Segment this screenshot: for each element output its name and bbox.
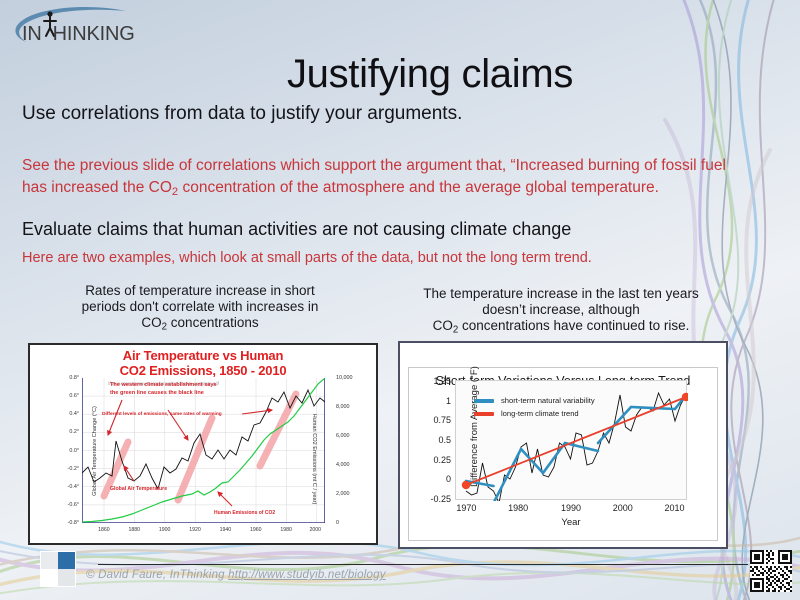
right-chart-ytick: 0.25 [433, 454, 451, 465]
left-chart-xtick: 1940 [219, 527, 232, 533]
caption-left-sub: 2 [161, 321, 168, 333]
left-figure-caption: Rates of temperature increase in short p… [30, 283, 370, 335]
right-chart-ytick: 1.25 [433, 376, 451, 386]
left-chart-ytick: 0.8° [69, 375, 79, 381]
footer-logo-square-2 [58, 552, 75, 569]
annotation-text: The western climate establishment says [110, 382, 217, 388]
right-chart-ytick: 0 [445, 474, 451, 485]
right-chart-ytick: 0.75 [433, 415, 451, 426]
left-chart-y2tick: 10,000 [336, 375, 353, 381]
logo-swoosh-icon [15, 6, 127, 43]
legend-label-long-term: long-term climate trend [501, 409, 579, 418]
logo-text-in: IN [22, 23, 42, 45]
footer-divider [98, 564, 748, 565]
left-chart-y2tick: 4,000 [336, 462, 350, 468]
left-chart-ytick: 0.2° [69, 429, 79, 436]
right-chart-xtick: 1980 [508, 503, 529, 513]
logo-wordmark: IN HINKING [22, 23, 135, 46]
left-chart-ytick: 0.0° [69, 447, 79, 454]
left-chart-ylabel: Global Air Temperature Change (°C) [92, 406, 98, 496]
legend-label-short-term: short-term natural variability [501, 396, 595, 405]
left-chart-ytick: 0.4° [69, 411, 79, 418]
left-chart-y2tick: 2,000 [336, 491, 350, 497]
left-chart-xtick: 1960 [249, 527, 262, 533]
qr-code-icon[interactable] [750, 550, 792, 592]
left-chart-ytick: 0.6° [69, 393, 79, 400]
left-chart-svg [81, 377, 326, 524]
footer-credit: © David Faure, InThinking http://www.stu… [86, 569, 386, 581]
right-chart-xtick: 1990 [560, 503, 582, 513]
right-chart-figure: Short-term Variations Versus Long-term T… [398, 341, 728, 549]
right-chart-ytick: 0.5 [438, 435, 451, 445]
caption-right-line3-pre: CO [432, 318, 453, 333]
right-chart-inner-frame: Short-term Variations Versus Long-term T… [408, 366, 718, 541]
footer-logo-mark [40, 551, 76, 587]
left-chart-xtick: 1880 [128, 527, 141, 533]
evaluate-heading: Evaluate claims that human activities ar… [22, 219, 572, 239]
caption-left-line3-pre: CO [141, 315, 162, 330]
right-chart-ytick: 1 [445, 395, 451, 406]
footer-logo-square-3 [41, 569, 58, 586]
left-chart-y2label: Human CO2 Emissions (mt C / year) [311, 413, 317, 505]
right-chart-plot-area: Difference from Average (°F) Year 1.25 1… [430, 366, 688, 528]
legend-swatch-long-term [474, 412, 494, 416]
footer-credit-text: © David Faure, InThinking [86, 569, 225, 581]
caption-right-line2: doesn’t increase, although [482, 302, 640, 317]
left-chart-xtick: 1900 [158, 527, 171, 533]
intro-red-part2: concentration of the atmosphere and the … [178, 179, 659, 196]
left-chart-title-line2: CO2 Emissions, 1850 - 2010 [119, 363, 287, 378]
footer-logo-square-4 [58, 569, 75, 586]
caption-right-line1: The temperature increase in the last ten… [423, 286, 699, 301]
left-chart-y2tick: 8,000 [336, 404, 350, 410]
footer-logo-square-1 [41, 552, 58, 569]
left-chart-title-line1: Air Temperature vs Human [122, 348, 284, 363]
intro-statement: Use correlations from data to justify yo… [22, 103, 463, 124]
left-chart-xtick: 1860 [98, 527, 110, 533]
left-chart-xtick: 2000 [309, 527, 322, 533]
caption-right-line3-post: concentrations have continued to rise. [458, 318, 690, 333]
examples-note: Here are two examples, which look at sma… [22, 250, 592, 266]
legend-swatch-short-term [474, 399, 494, 403]
right-figure-caption: The temperature increase in the last ten… [398, 286, 724, 338]
left-chart-title: Air Temperature vs Human CO2 Emissions, … [30, 348, 376, 378]
right-chart-xtick: 2010 [664, 503, 685, 513]
right-chart-xlabel: Year [561, 517, 581, 528]
caption-left-line1: Rates of temperature increase in short [85, 283, 315, 298]
left-chart-figure: Air Temperature vs Human CO2 Emissions, … [28, 343, 378, 545]
inthinking-logo: IN HINKING [8, 4, 138, 50]
intro-red-paragraph: See the previous slide of correlations w… [22, 155, 732, 203]
left-chart-annotation-3: Global Air Temperature [110, 486, 168, 492]
left-chart-source-url: //www.c1amazonaws.com/compileo/climate-c… [108, 381, 219, 386]
left-chart-ytick: -0.8° [67, 520, 79, 526]
left-chart-xtick: 1980 [280, 527, 292, 533]
right-chart-xtick: 2000 [612, 503, 633, 513]
annotation-text: the green line causes the black line [110, 390, 204, 396]
left-chart-xtick: 1920 [189, 527, 201, 533]
left-chart-ytick: -0.4° [67, 483, 79, 490]
caption-left-line3-post: concentrations [167, 315, 259, 330]
right-chart-ytick: -0.25 [430, 494, 451, 504]
left-chart-ytick: -0.2° [67, 465, 79, 472]
caption-right-sub: 2 [452, 324, 459, 336]
left-chart-y2tick: 6,000 [336, 433, 350, 439]
logo-text-hinking: HINKING [52, 23, 135, 45]
left-chart-ytick: -0.6° [67, 501, 79, 508]
page-title: Justifying claims [286, 51, 574, 96]
right-chart-svg [461, 391, 688, 501]
left-chart-y2tick: 0 [336, 520, 339, 526]
caption-left-line2: periods don't correlate with increases i… [81, 299, 319, 314]
footer-url-link[interactable]: http://www.studyib.net/biology [228, 569, 386, 581]
intro-red-part1: See the previous slide of correlations w… [22, 157, 726, 196]
left-chart-annotation-1: The western climate establishment says t… [110, 381, 217, 397]
co2-subscript: 2 [171, 185, 179, 198]
left-chart-annotation-2: Different levels of emissions, same rate… [102, 412, 222, 417]
left-chart-annotation-4: Human Emissions of CO2 [214, 510, 276, 516]
right-chart-xtick: 1970 [456, 503, 477, 513]
left-chart-plot-area: Global Air Temperature Change (°C) Human… [68, 375, 353, 533]
